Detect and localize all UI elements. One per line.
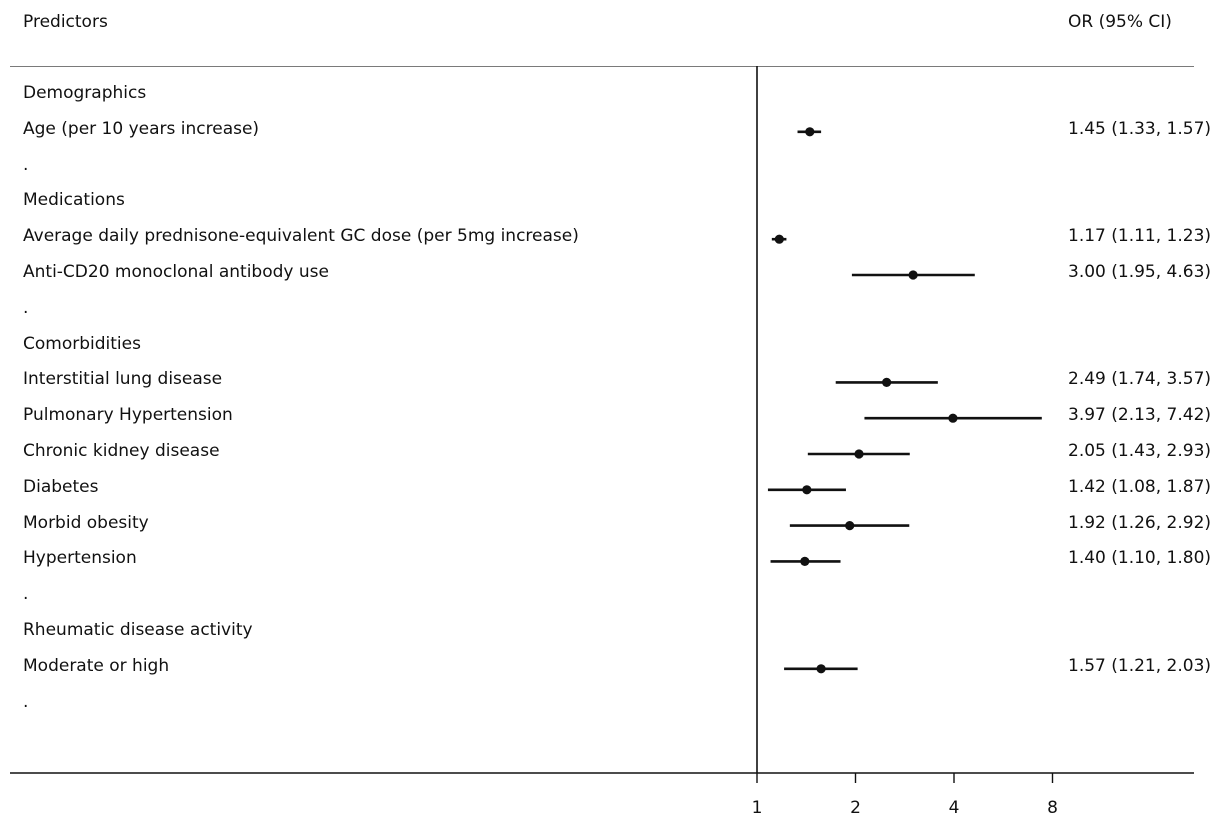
section-heading-comorbidities: Comorbidities — [23, 333, 141, 354]
or-ci-value-pulmonary-hypertension: 3.97 (2.13, 7.42) — [1068, 405, 1212, 426]
predictor-label-hypertension: Hypertension — [23, 548, 137, 569]
or-point-pulmonary-hypertension — [948, 413, 958, 423]
predictor-label-pulmonary-hypertension: Pulmonary Hypertension — [23, 405, 233, 426]
or-ci-value-diabetes: 1.42 (1.08, 1.87) — [1068, 476, 1212, 497]
or-point-moderate-or-high — [816, 664, 826, 674]
predictor-label-moderate-or-high: Moderate or high — [23, 655, 170, 676]
predictor-label-diabetes: Diabetes — [23, 476, 99, 497]
or-ci-value-moderate-or-high: 1.57 (1.21, 2.03) — [1068, 655, 1212, 676]
or-point-average-daily-prednisone-equivalent-gc-dose-per-5mg-increase — [774, 234, 784, 244]
section-heading-medications: Medications — [23, 190, 125, 211]
predictor-label-interstitial-lung-disease: Interstitial lung disease — [23, 369, 223, 390]
or-point-interstitial-lung-disease — [882, 377, 892, 387]
spacer-dot: . — [23, 584, 29, 605]
or-point-diabetes — [802, 485, 812, 495]
predictor-label-morbid-obesity: Morbid obesity — [23, 512, 149, 533]
x-tick-label-8: 8 — [1047, 798, 1058, 815]
x-tick-label-4: 4 — [949, 798, 960, 815]
x-tick-label-1: 1 — [752, 798, 763, 815]
predictor-label-anti-cd20-monoclonal-antibody-use: Anti-CD20 monoclonal antibody use — [23, 262, 329, 282]
or-point-chronic-kidney-disease — [854, 449, 864, 459]
section-heading-rheumatic-disease-activity: Rheumatic disease activity — [23, 620, 253, 640]
or-ci-value-morbid-obesity: 1.92 (1.26, 2.92) — [1068, 512, 1212, 533]
or-ci-value-age-per-10-years-increase: 1.45 (1.33, 1.57) — [1068, 118, 1212, 139]
or-ci-value-interstitial-lung-disease: 2.49 (1.74, 3.57) — [1068, 369, 1212, 390]
or-ci-value-average-daily-prednisone-equivalent-gc-dose-per-5mg-increase: 1.17 (1.11, 1.23) — [1068, 226, 1212, 247]
or-point-hypertension — [800, 556, 810, 567]
or-point-anti-cd20-monoclonal-antibody-use — [908, 270, 918, 280]
spacer-dot: . — [23, 691, 29, 712]
predictor-label-chronic-kidney-disease: Chronic kidney disease — [23, 441, 220, 461]
x-tick-label-2: 2 — [850, 798, 861, 815]
predictor-label-age-per-10-years-increase: Age (per 10 years increase) — [23, 118, 260, 139]
predictor-label-average-daily-prednisone-equivalent-gc-dose-per-5mg-increase: Average daily prednisone-equivalent GC d… — [23, 226, 579, 247]
or-ci-value-hypertension: 1.40 (1.10, 1.80) — [1068, 548, 1212, 569]
column-header-predictors: Predictors — [23, 12, 108, 32]
spacer-dot: . — [23, 154, 29, 175]
or-point-morbid-obesity — [845, 521, 855, 531]
column-header-or-ci: OR (95% CI) — [1068, 12, 1172, 32]
header-divider — [10, 66, 1194, 67]
spacer-dot: . — [23, 297, 29, 318]
or-ci-value-anti-cd20-monoclonal-antibody-use: 3.00 (1.95, 4.63) — [1068, 262, 1212, 282]
or-ci-value-chronic-kidney-disease: 2.05 (1.43, 2.93) — [1068, 441, 1212, 461]
section-heading-demographics: Demographics — [23, 83, 147, 103]
or-point-age-per-10-years-increase — [805, 127, 815, 137]
